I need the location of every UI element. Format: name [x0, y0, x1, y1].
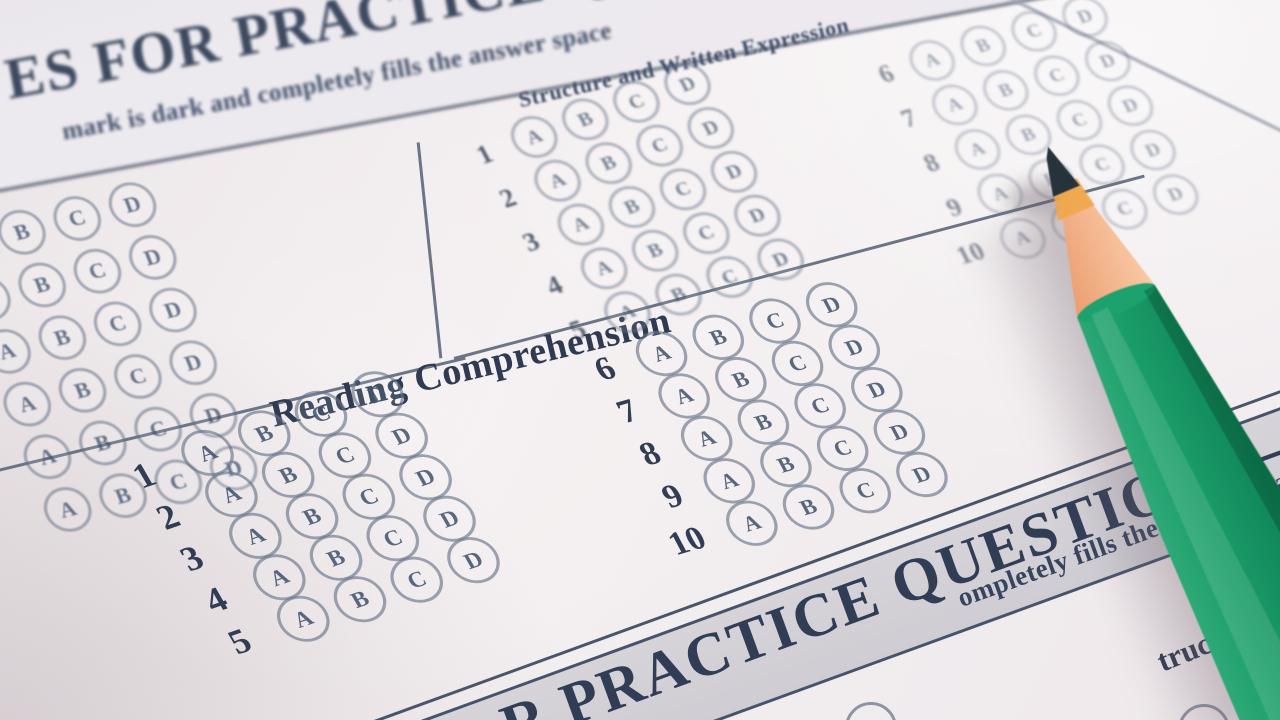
answer-bubble-a[interactable]: A [0, 376, 58, 432]
question-number: 4 [540, 269, 568, 301]
answer-bubble-partial[interactable] [845, 702, 897, 720]
answer-bubble-b[interactable]: B [51, 363, 114, 418]
answer-bubble-d[interactable]: D [162, 335, 224, 390]
pencil-wood [1058, 181, 1155, 318]
answer-bubble-c[interactable]: C [66, 243, 129, 299]
pencil-body [1076, 284, 1280, 720]
answer-bubble-c[interactable]: C [1026, 50, 1088, 102]
question-number: 10 [661, 519, 713, 563]
question-number: 3 [517, 225, 545, 257]
answer-bubble-c[interactable]: C [628, 118, 691, 173]
answer-bubble-a[interactable]: A [526, 153, 589, 208]
pencil-facet-highlight [1091, 307, 1280, 720]
answer-bubble-a[interactable]: A [16, 429, 79, 484]
answer-bubble-a[interactable]: A [946, 124, 1009, 175]
answer-bubble-d[interactable]: D [142, 282, 204, 338]
answer-bubble-c[interactable]: C [87, 296, 149, 352]
question-number: 8 [918, 147, 945, 178]
answer-bubble-a[interactable]: A [572, 241, 636, 296]
answer-bubble-b[interactable]: B [0, 205, 53, 260]
answer-bubble-b[interactable]: B [952, 20, 1014, 72]
answer-bubble-c[interactable]: C [107, 349, 169, 404]
answer-bubble-a[interactable]: A [901, 35, 963, 86]
answer-bubble-d[interactable]: D [1077, 35, 1139, 87]
pencil [1004, 83, 1280, 720]
answer-bubble-d[interactable]: D [749, 232, 812, 287]
answer-bubble-d[interactable]: D [101, 177, 164, 232]
answer-bubble-a[interactable]: A [549, 197, 613, 252]
question-number: 7 [895, 102, 922, 133]
answer-bubble-c[interactable]: C [675, 206, 738, 261]
question-number: 9 [940, 191, 967, 222]
answer-bubble-b[interactable]: B [11, 257, 73, 313]
answer-bubble-d[interactable]: D [726, 188, 789, 243]
answer-bubble-d[interactable]: D [702, 144, 766, 199]
pencil-icon [1046, 146, 1280, 720]
answer-bubble-c[interactable]: C [651, 162, 715, 217]
answer-bubble-d[interactable]: D [122, 230, 184, 285]
answer-bubble-d[interactable]: D [679, 101, 743, 155]
answer-bubble-b[interactable]: B [577, 136, 640, 190]
pencil-graphite-tip [1046, 146, 1080, 197]
answer-bubble-a[interactable]: A [0, 324, 38, 379]
question-number: 1 [470, 138, 498, 170]
question-number: 2 [493, 181, 522, 214]
answer-bubble-c[interactable]: C [698, 250, 761, 304]
pencil-dark-edge [1144, 285, 1280, 720]
answer-bubble-a[interactable]: A [924, 79, 986, 131]
section-divider-vertical [416, 142, 442, 359]
answer-bubble-b[interactable]: B [647, 267, 710, 322]
answer-bubble-c[interactable]: C [1003, 5, 1065, 57]
answer-bubble-b[interactable]: B [975, 64, 1037, 116]
answer-bubble-a[interactable]: A [0, 271, 18, 326]
answer-bubble-a[interactable]: A [37, 482, 99, 537]
answer-bubble-b[interactable]: B [31, 310, 93, 365]
question-number: 6 [872, 58, 899, 89]
question-number: 5 [220, 620, 259, 662]
answer-bubble-d[interactable]: D [1054, 0, 1116, 43]
answer-bubble-a[interactable]: A [503, 110, 566, 164]
answer-bubble-c[interactable]: C [46, 191, 108, 246]
pencil-body-shoulder [1077, 283, 1156, 322]
answer-bubble-b[interactable]: B [600, 180, 664, 234]
answer-bubble-b[interactable]: B [623, 223, 687, 278]
